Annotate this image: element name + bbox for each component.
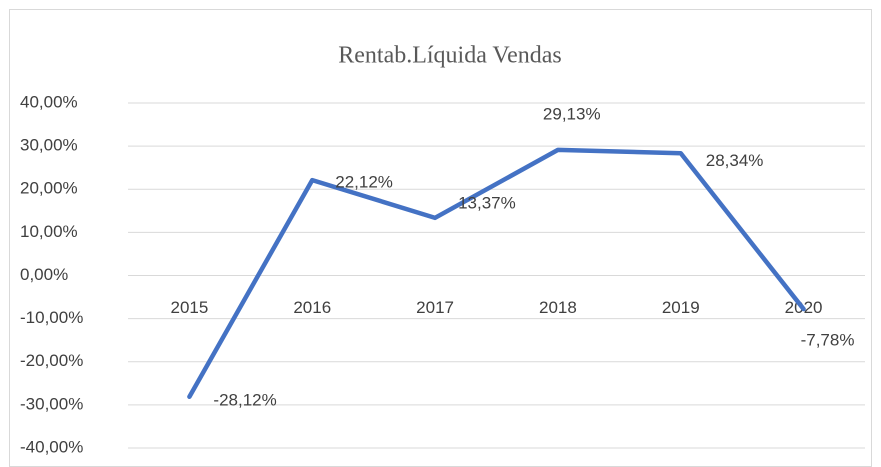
x-tick-label: 2017 (416, 298, 454, 317)
y-tick-label: 30,00% (20, 136, 78, 155)
y-tick-label: 40,00% (20, 92, 78, 111)
data-label: 22,12% (335, 173, 393, 192)
y-tick-label: 0,00% (20, 265, 68, 284)
data-label: -7,78% (801, 331, 855, 350)
x-tick-label: 2019 (662, 298, 700, 317)
x-tick-label: 2016 (293, 298, 331, 317)
y-tick-label: -20,00% (20, 351, 83, 370)
data-label: -28,12% (213, 390, 276, 409)
x-tick-label: 2015 (171, 298, 209, 317)
chart-frame (9, 9, 872, 467)
line (187, 147, 806, 400)
y-tick-label: 20,00% (20, 179, 78, 198)
y-tick-label: -40,00% (20, 437, 83, 456)
y-tick-label: -30,00% (20, 394, 83, 413)
data-label: 28,34% (706, 151, 764, 170)
data-label: 29,13% (543, 104, 601, 123)
y-tick-label: 10,00% (20, 222, 78, 241)
data-label: 13,37% (458, 193, 516, 212)
x-tick-label: 2018 (539, 298, 577, 317)
y-tick-label: -10,00% (20, 308, 83, 327)
chart-title: Rentab.Líquida Vendas (338, 43, 562, 69)
